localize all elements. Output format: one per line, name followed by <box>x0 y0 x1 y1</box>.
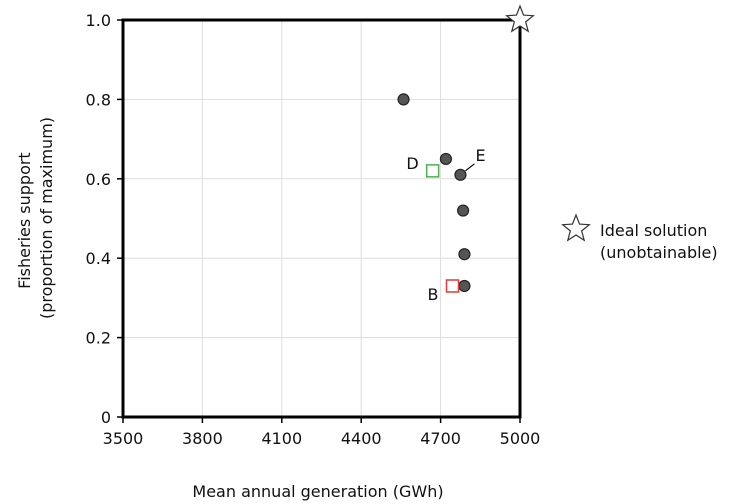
y-axis-title: Fisheries support (proportion of maximum… <box>15 117 56 319</box>
data-point <box>454 168 467 181</box>
solution-d-label: D <box>406 154 418 173</box>
solution-d-marker <box>425 164 440 178</box>
y-axis-title-line2: (proportion of maximum) <box>37 117 56 319</box>
x-tick-label: 4400 <box>341 429 382 448</box>
ticks: 3500 3800 4100 4400 4700 5000 0 0.2 0.4 0.6 0.8 1.0 <box>86 11 541 448</box>
x-axis-title: Mean annual generation (GWh) <box>192 482 443 501</box>
legend-label-line1: Ideal solution <box>600 221 707 240</box>
solution-b-marker <box>445 279 460 293</box>
legend-label-line2: (unobtainable) <box>600 243 718 262</box>
plot-frame <box>121 18 522 419</box>
data-point <box>397 93 410 106</box>
x-tick-label: 4100 <box>261 429 302 448</box>
solution-e-leader <box>465 163 475 172</box>
x-tick-label: 4700 <box>420 429 461 448</box>
solution-b-label: B <box>428 285 439 304</box>
y-tick-label: 0.2 <box>86 329 111 348</box>
y-axis-title-line1: Fisheries support <box>15 152 34 289</box>
star-icon <box>561 213 591 242</box>
solution-e-label: E <box>475 146 485 165</box>
ideal-solution-star-icon <box>505 4 535 33</box>
y-tick-label: 0 <box>101 408 111 427</box>
annotations: D B E <box>406 4 535 304</box>
data-point <box>458 248 471 261</box>
y-tick-label: 0.4 <box>86 249 111 268</box>
y-tick-label: 0.6 <box>86 170 111 189</box>
data-point <box>439 152 452 166</box>
x-tick-label: 3800 <box>182 429 223 448</box>
y-tick-label: 0.8 <box>86 90 111 109</box>
data-points <box>397 93 471 293</box>
grid <box>122 19 521 418</box>
data-point <box>458 279 471 293</box>
x-tick-label: 5000 <box>500 429 541 448</box>
data-point <box>456 204 470 217</box>
legend: Ideal solution (unobtainable) <box>561 213 718 262</box>
x-tick-label: 3500 <box>103 429 144 448</box>
y-tick-label: 1.0 <box>86 11 111 30</box>
